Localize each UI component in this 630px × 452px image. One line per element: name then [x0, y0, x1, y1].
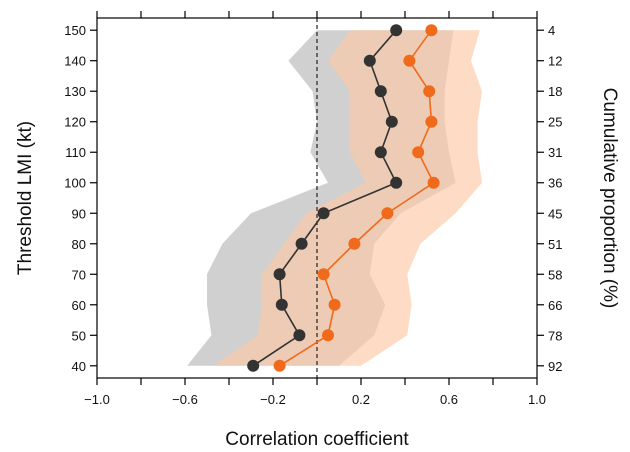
series-2-point: [412, 146, 425, 159]
right-tick-label: 51: [548, 237, 562, 252]
series-1-point: [317, 207, 330, 220]
series-2-point: [322, 329, 334, 342]
axes: −1.0 −0.6 −0.2 0.2 0.6 1.0 40 92 50 78 60 66 70 58 80 5…: [64, 11, 562, 407]
series-1-point: [374, 85, 387, 98]
y-tick-label: 130: [64, 84, 86, 99]
y-tick-label: 50: [72, 328, 86, 343]
y-tick-label: 100: [64, 176, 86, 191]
series-1-point: [385, 115, 398, 128]
series-1-point: [374, 146, 387, 159]
series-points: [247, 24, 440, 372]
series-1-point: [390, 176, 403, 189]
series-1-point: [247, 359, 260, 372]
series-1-point: [363, 54, 376, 67]
series-1-point: [293, 329, 306, 342]
series-2-point: [423, 85, 436, 98]
y-axis-title: Threshold LMI (kt): [15, 121, 36, 275]
y-tick-label: 140: [64, 54, 86, 69]
y-tick-label: 90: [72, 206, 86, 221]
right-tick-label: 78: [548, 328, 562, 343]
y-tick-label: 40: [72, 359, 86, 374]
confidence-bands: [187, 30, 482, 366]
series-1-point: [390, 24, 403, 37]
x-tick-label: −0.6: [172, 392, 198, 407]
series-2-point: [403, 54, 416, 67]
series-2-point: [425, 24, 438, 37]
x-tick-label: 0.2: [352, 392, 370, 407]
y-tick-label: 150: [64, 23, 86, 38]
series-2-point: [425, 115, 438, 128]
y-tick-label: 70: [72, 267, 86, 282]
right-tick-label: 92: [548, 359, 562, 374]
x-tick-label: −1.0: [84, 392, 110, 407]
series-1-point: [275, 298, 288, 311]
series-2-point: [273, 359, 286, 372]
series-2-point: [348, 237, 361, 250]
y-tick-label: 120: [64, 115, 86, 130]
series-2-point: [381, 207, 394, 220]
right-tick-label: 45: [548, 206, 562, 221]
x-tick-label: 0.6: [440, 392, 458, 407]
series-2-point: [328, 298, 341, 311]
x-tick-label: −0.2: [260, 392, 286, 407]
y-tick-label: 60: [72, 298, 86, 313]
right-tick-label: 36: [548, 176, 562, 191]
series-1-point: [295, 237, 308, 250]
right-tick-label: 4: [548, 23, 555, 38]
series-1-point: [273, 268, 286, 281]
right-axis-title: Cumulative proportion (%): [599, 88, 620, 309]
right-tick-label: 66: [548, 298, 562, 313]
right-tick-label: 12: [548, 54, 562, 69]
right-tick-label: 25: [548, 115, 562, 130]
y-tick-label: 110: [65, 145, 86, 160]
series-2-point: [317, 268, 330, 281]
x-axis-title: Correlation coefficient: [225, 429, 409, 450]
right-tick-label: 31: [548, 145, 562, 160]
right-tick-label: 58: [548, 267, 562, 282]
series-2-point: [427, 176, 440, 189]
y-tick-label: 80: [72, 237, 86, 252]
right-tick-label: 18: [548, 84, 562, 99]
x-tick-label: 1.0: [528, 392, 546, 407]
